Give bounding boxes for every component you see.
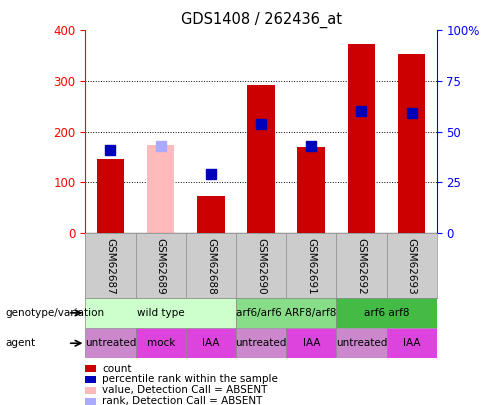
Text: agent: agent	[5, 338, 35, 348]
Bar	[236, 298, 336, 328]
Text: genotype/variation: genotype/variation	[5, 308, 104, 318]
Bar	[136, 328, 186, 358]
Text: value, Detection Call = ABSENT: value, Detection Call = ABSENT	[102, 386, 267, 395]
Text: percentile rank within the sample: percentile rank within the sample	[102, 375, 278, 384]
Point	[157, 143, 164, 149]
Point	[408, 110, 416, 117]
Bar	[85, 298, 236, 328]
Text: untreated: untreated	[336, 338, 387, 348]
Text: arf6/arf6 ARF8/arf8: arf6/arf6 ARF8/arf8	[236, 308, 336, 318]
Text: arf6 arf8: arf6 arf8	[364, 308, 409, 318]
Bar	[336, 298, 437, 328]
Text: GSM62692: GSM62692	[356, 238, 366, 295]
Point	[358, 108, 366, 115]
Text: GSM62690: GSM62690	[256, 238, 266, 295]
Text: rank, Detection Call = ABSENT: rank, Detection Call = ABSENT	[102, 396, 263, 405]
Text: GSM62691: GSM62691	[306, 238, 316, 295]
Text: IAA: IAA	[403, 338, 421, 348]
Text: IAA: IAA	[202, 338, 220, 348]
Text: untreated: untreated	[235, 338, 287, 348]
Text: wild type: wild type	[137, 308, 184, 318]
Bar	[186, 328, 236, 358]
Text: GSM62687: GSM62687	[105, 238, 116, 295]
Text: GSM62688: GSM62688	[206, 238, 216, 295]
Bar	[347, 44, 375, 233]
Point	[307, 143, 315, 149]
Bar	[236, 328, 286, 358]
Bar	[197, 196, 224, 233]
Point	[257, 120, 265, 127]
Text: count: count	[102, 364, 131, 373]
Text: GSM62693: GSM62693	[407, 238, 417, 295]
Title: GDS1408 / 262436_at: GDS1408 / 262436_at	[181, 11, 342, 28]
Bar	[298, 147, 325, 233]
Text: untreated: untreated	[85, 338, 136, 348]
Text: GSM62689: GSM62689	[156, 238, 166, 295]
Point	[207, 171, 215, 177]
Bar	[336, 328, 386, 358]
Bar	[398, 54, 426, 233]
Point	[106, 147, 114, 153]
Bar	[386, 328, 437, 358]
Bar	[85, 328, 136, 358]
Text: mock: mock	[146, 338, 175, 348]
Text: IAA: IAA	[303, 338, 320, 348]
Bar	[286, 328, 336, 358]
Bar	[97, 160, 124, 233]
Bar	[247, 85, 275, 233]
Bar	[147, 145, 175, 233]
